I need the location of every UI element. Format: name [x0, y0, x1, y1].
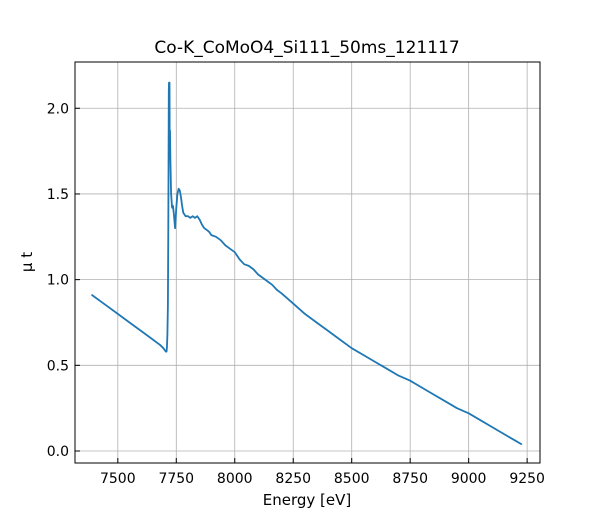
x-axis-label: Energy [eV] — [263, 491, 351, 509]
x-tick-label: 8500 — [334, 471, 370, 487]
x-tick-label: 8000 — [217, 471, 253, 487]
x-tick-label: 8750 — [392, 471, 428, 487]
axis-ticks: 7500 7750 8000 8250 8500 8750 9000 9250 0.0 0.5 1.… — [47, 101, 545, 487]
x-tick-label: 9000 — [451, 471, 487, 487]
y-tick-label: 0.0 — [47, 444, 69, 460]
chart-title: Co-K_CoMoO4_Si111_50ms_121117 — [154, 38, 459, 58]
y-tick-label: 2.0 — [47, 101, 69, 117]
y-tick-label: 1.0 — [47, 273, 69, 289]
y-axis-label: μ t — [18, 252, 36, 272]
series-layer — [91, 81, 523, 446]
x-tick-label: 8250 — [275, 471, 311, 487]
y-tick-label: 0.5 — [47, 358, 69, 374]
x-tick-label: 7500 — [100, 471, 136, 487]
grid — [75, 62, 540, 463]
x-tick-label: 9250 — [509, 471, 545, 487]
series-line — [91, 81, 523, 446]
plot-frame — [74, 61, 541, 464]
x-tick-label: 7750 — [158, 471, 194, 487]
y-tick-label: 1.5 — [47, 187, 69, 203]
